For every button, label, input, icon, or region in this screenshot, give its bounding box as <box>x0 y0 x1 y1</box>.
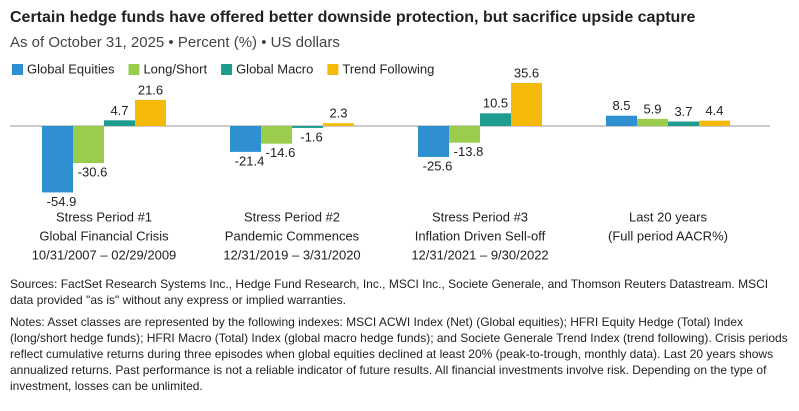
category-label: Stress Period #1 <box>56 209 152 224</box>
bar <box>323 123 354 126</box>
category-label: 10/31/2007 – 02/29/2009 <box>32 247 177 262</box>
bar <box>699 120 730 126</box>
category-label: (Full period AACR%) <box>608 228 728 243</box>
value-label: 21.6 <box>138 82 163 97</box>
legend-swatch <box>221 64 233 75</box>
bar <box>292 126 323 128</box>
chart-title: Certain hedge funds have offered better … <box>10 9 696 26</box>
bar <box>606 115 637 126</box>
bar <box>511 82 542 126</box>
bar <box>230 126 261 152</box>
value-label: -30.6 <box>78 164 108 179</box>
bar <box>449 126 480 143</box>
legend-label: Global Macro <box>236 61 313 76</box>
bar <box>418 126 449 157</box>
bar <box>668 121 699 126</box>
category-label: Pandemic Commences <box>225 228 360 243</box>
legend-swatch <box>327 64 339 75</box>
bar <box>261 126 292 144</box>
value-label: -21.4 <box>235 153 265 168</box>
bar <box>135 99 166 126</box>
value-label: 10.5 <box>483 96 508 111</box>
category-label: Global Financial Crisis <box>39 228 169 243</box>
category-label: Stress Period #2 <box>244 209 340 224</box>
value-label: 8.5 <box>612 98 630 113</box>
chart: Certain hedge funds have offered better … <box>10 9 770 262</box>
legend-label: Global Equities <box>27 61 115 76</box>
legend-swatch <box>12 64 23 75</box>
bar <box>42 126 73 193</box>
category-label: 12/31/2019 – 3/31/2020 <box>223 247 360 262</box>
value-label: 5.9 <box>643 101 661 116</box>
value-label: -1.6 <box>300 129 322 144</box>
bar <box>104 120 135 126</box>
legend-swatch <box>128 64 140 75</box>
bar <box>73 126 104 164</box>
category-label: Stress Period #3 <box>432 209 528 224</box>
category-label: 12/31/2021 – 9/30/2022 <box>411 247 548 262</box>
value-label: -54.9 <box>47 194 77 209</box>
bar <box>637 118 668 126</box>
sources: Sources: FactSet Research Systems Inc., … <box>10 277 769 307</box>
category-label: Inflation Driven Sell-off <box>415 228 546 243</box>
legend-label: Long/Short <box>143 61 207 76</box>
chart-subtitle: As of October 31, 2025 • Percent (%) • U… <box>10 34 340 51</box>
value-label: -13.8 <box>454 144 484 159</box>
value-label: 4.4 <box>705 103 723 118</box>
value-label: -25.6 <box>423 158 453 173</box>
value-label: -14.6 <box>266 145 296 160</box>
notes: Notes: Asset classes are represented by … <box>10 315 788 393</box>
category-label: Last 20 years <box>629 209 708 224</box>
bar <box>480 113 511 126</box>
legend-label: Trend Following <box>342 61 434 76</box>
value-label: 35.6 <box>514 65 539 80</box>
value-label: 4.7 <box>110 103 128 118</box>
value-label: 2.3 <box>329 106 347 121</box>
value-label: 3.7 <box>674 104 692 119</box>
